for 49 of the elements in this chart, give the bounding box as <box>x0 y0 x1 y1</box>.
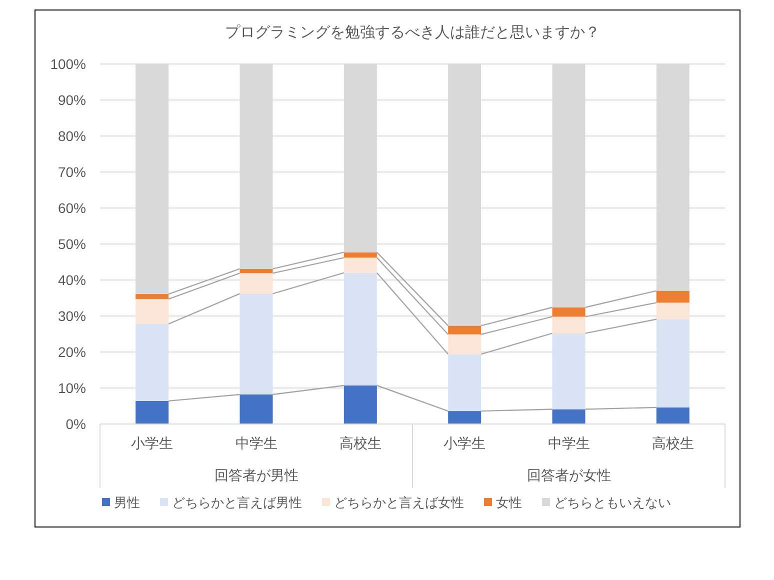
legend-label: どちらかと言えば男性 <box>172 495 302 510</box>
legend-label: 女性 <box>496 495 522 510</box>
bar <box>240 294 273 394</box>
bar <box>136 294 169 300</box>
bar <box>344 252 377 258</box>
bar <box>448 411 482 424</box>
bar <box>552 316 586 334</box>
x-tick-label: 中学生 <box>548 435 590 451</box>
bar <box>240 268 273 274</box>
bar <box>552 307 586 317</box>
bar <box>136 400 169 424</box>
x-tick-label: 小学生 <box>444 435 486 451</box>
y-tick-label: 80% <box>58 128 86 144</box>
x-tick-label: 高校生 <box>652 435 694 451</box>
legend-label: どちらかと言えば女性 <box>334 495 464 510</box>
bar <box>448 334 482 354</box>
bar <box>656 290 690 303</box>
bar <box>240 273 273 294</box>
bar <box>552 409 586 424</box>
x-tick-label: 小学生 <box>131 435 174 451</box>
text: 回答者が男性 <box>214 467 298 483</box>
x-tick-label: 中学生 <box>235 435 278 451</box>
y-tick-label: 100% <box>50 56 86 72</box>
y-tick-label: 20% <box>58 344 86 360</box>
y-tick-label: 70% <box>58 164 86 180</box>
y-tick-label: 50% <box>58 236 86 252</box>
y-tick-label: 30% <box>58 308 86 324</box>
bar <box>240 394 273 424</box>
bar <box>448 326 482 334</box>
bar <box>136 324 169 401</box>
legend-label: どちらともいえない <box>554 495 671 510</box>
bar <box>136 299 169 324</box>
bar <box>448 354 482 412</box>
y-tick-label: 60% <box>58 200 86 216</box>
y-tick-label: 90% <box>58 92 86 108</box>
bar <box>344 272 377 386</box>
chart-title: プログラミングを勉強するべき人は誰だと思いますか？ <box>225 24 600 41</box>
legend-label: 男性 <box>114 495 140 510</box>
bar <box>656 319 690 408</box>
bar <box>344 258 377 273</box>
y-tick-label: 40% <box>58 272 86 288</box>
y-tick-label: 0% <box>66 416 86 432</box>
bar <box>552 333 586 410</box>
text: 回答者が女性 <box>526 467 611 483</box>
bar <box>344 385 377 424</box>
bar <box>656 302 690 320</box>
bar <box>656 407 690 424</box>
y-tick-label: 10% <box>58 380 86 396</box>
x-tick-label: 高校生 <box>339 435 382 451</box>
